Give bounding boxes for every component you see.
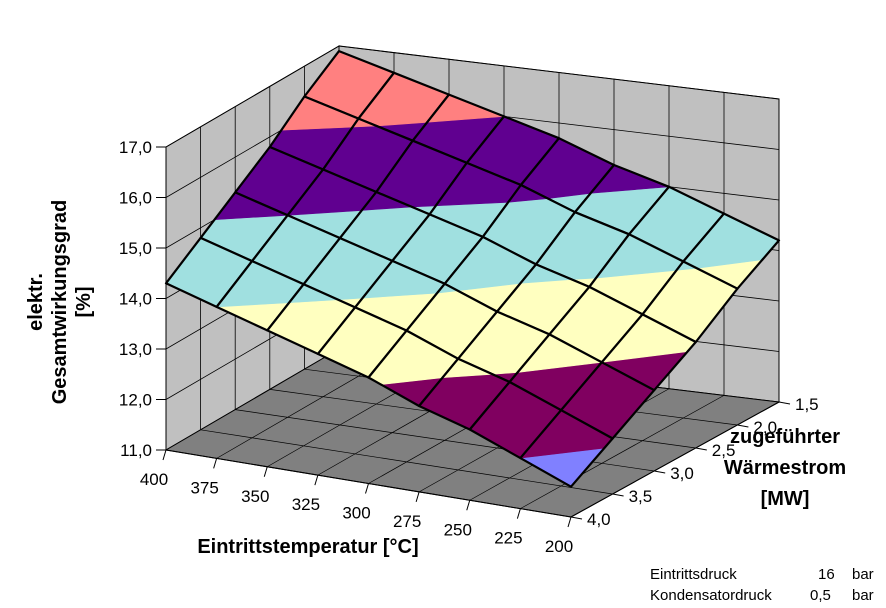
z-axis-title-line1: elektr. <box>25 273 47 331</box>
y-axis-title-line2: Wärmestrom <box>724 457 846 479</box>
y-axis-title-line3: [MW] <box>761 488 810 510</box>
y-axis-title-line1: zugeführter <box>730 426 840 448</box>
x-tick-label: 400 <box>140 470 168 489</box>
y-tick-label: 3,0 <box>670 464 694 483</box>
note-label-inlet-pressure: Eintrittsdruck <box>650 566 737 583</box>
x-tick-label: 250 <box>444 520 472 539</box>
note-label-condenser-pressure: Kondensatordruck <box>650 587 772 604</box>
note-unit-inlet-pressure: bar <box>852 566 874 583</box>
floor-gridline <box>520 395 725 509</box>
x-tick-label: 300 <box>342 504 370 523</box>
floor-gridline <box>200 429 613 495</box>
x-tick <box>263 466 268 477</box>
y-tick <box>778 401 791 405</box>
z-tick-label: 15,0 <box>119 239 152 258</box>
z-axis-title-line3: [%] <box>73 286 95 317</box>
z-tick-label: 11,0 <box>120 441 152 460</box>
x-tick-label: 375 <box>190 478 218 497</box>
chart-surface <box>164 49 781 488</box>
x-tick <box>567 516 572 528</box>
note-unit-condenser-pressure: bar <box>852 587 874 604</box>
x-tick <box>516 508 521 519</box>
x-axis-title: Eintrittstemperatur [°C] <box>197 536 418 558</box>
y-tick-label: 1,5 <box>795 395 819 414</box>
y-tick-label: 3,5 <box>629 487 653 506</box>
x-tick <box>314 474 319 486</box>
x-tick <box>213 458 218 469</box>
y-tick <box>695 447 707 451</box>
x-tick <box>162 449 167 461</box>
chart-axes: 11,0 12,0 13,0 14,0 15,0 16,0 17,0 400 375 350 325… <box>119 138 819 556</box>
z-tick-label: 14,0 <box>119 290 152 309</box>
x-tick <box>365 483 369 494</box>
z-tick-label: 13,0 <box>119 340 152 359</box>
x-tick-label: 275 <box>393 512 421 531</box>
y-tick-label: 2,5 <box>712 441 736 460</box>
x-tick-label: 200 <box>545 537 573 556</box>
x-tick <box>466 500 471 511</box>
note-value-condenser-pressure: 0,5 <box>810 587 831 604</box>
y-tick-label: 2,0 <box>753 418 777 437</box>
y-tick <box>570 516 583 520</box>
parameter-notes: Eintrittsdruck 16 bar Kondensatordruck 0… <box>650 566 874 604</box>
y-tick <box>654 470 666 474</box>
note-value-inlet-pressure: 16 <box>818 566 835 583</box>
x-tick-label: 325 <box>292 495 320 514</box>
z-axis-title-line2: Gesamtwirkungsgrad <box>49 200 71 405</box>
y-axis-line <box>570 401 780 518</box>
z-tick-label: 12,0 <box>119 391 152 410</box>
z-tick-label: 17,0 <box>119 138 152 157</box>
z-tick-label: 16,0 <box>119 189 152 208</box>
y-tick <box>737 424 749 428</box>
surface-cell <box>519 409 614 488</box>
x-tick-label: 350 <box>241 487 269 506</box>
x-tick <box>415 491 420 503</box>
y-tick-label: 4,0 <box>587 510 611 529</box>
x-tick-label: 225 <box>494 529 522 548</box>
y-tick <box>612 493 624 497</box>
